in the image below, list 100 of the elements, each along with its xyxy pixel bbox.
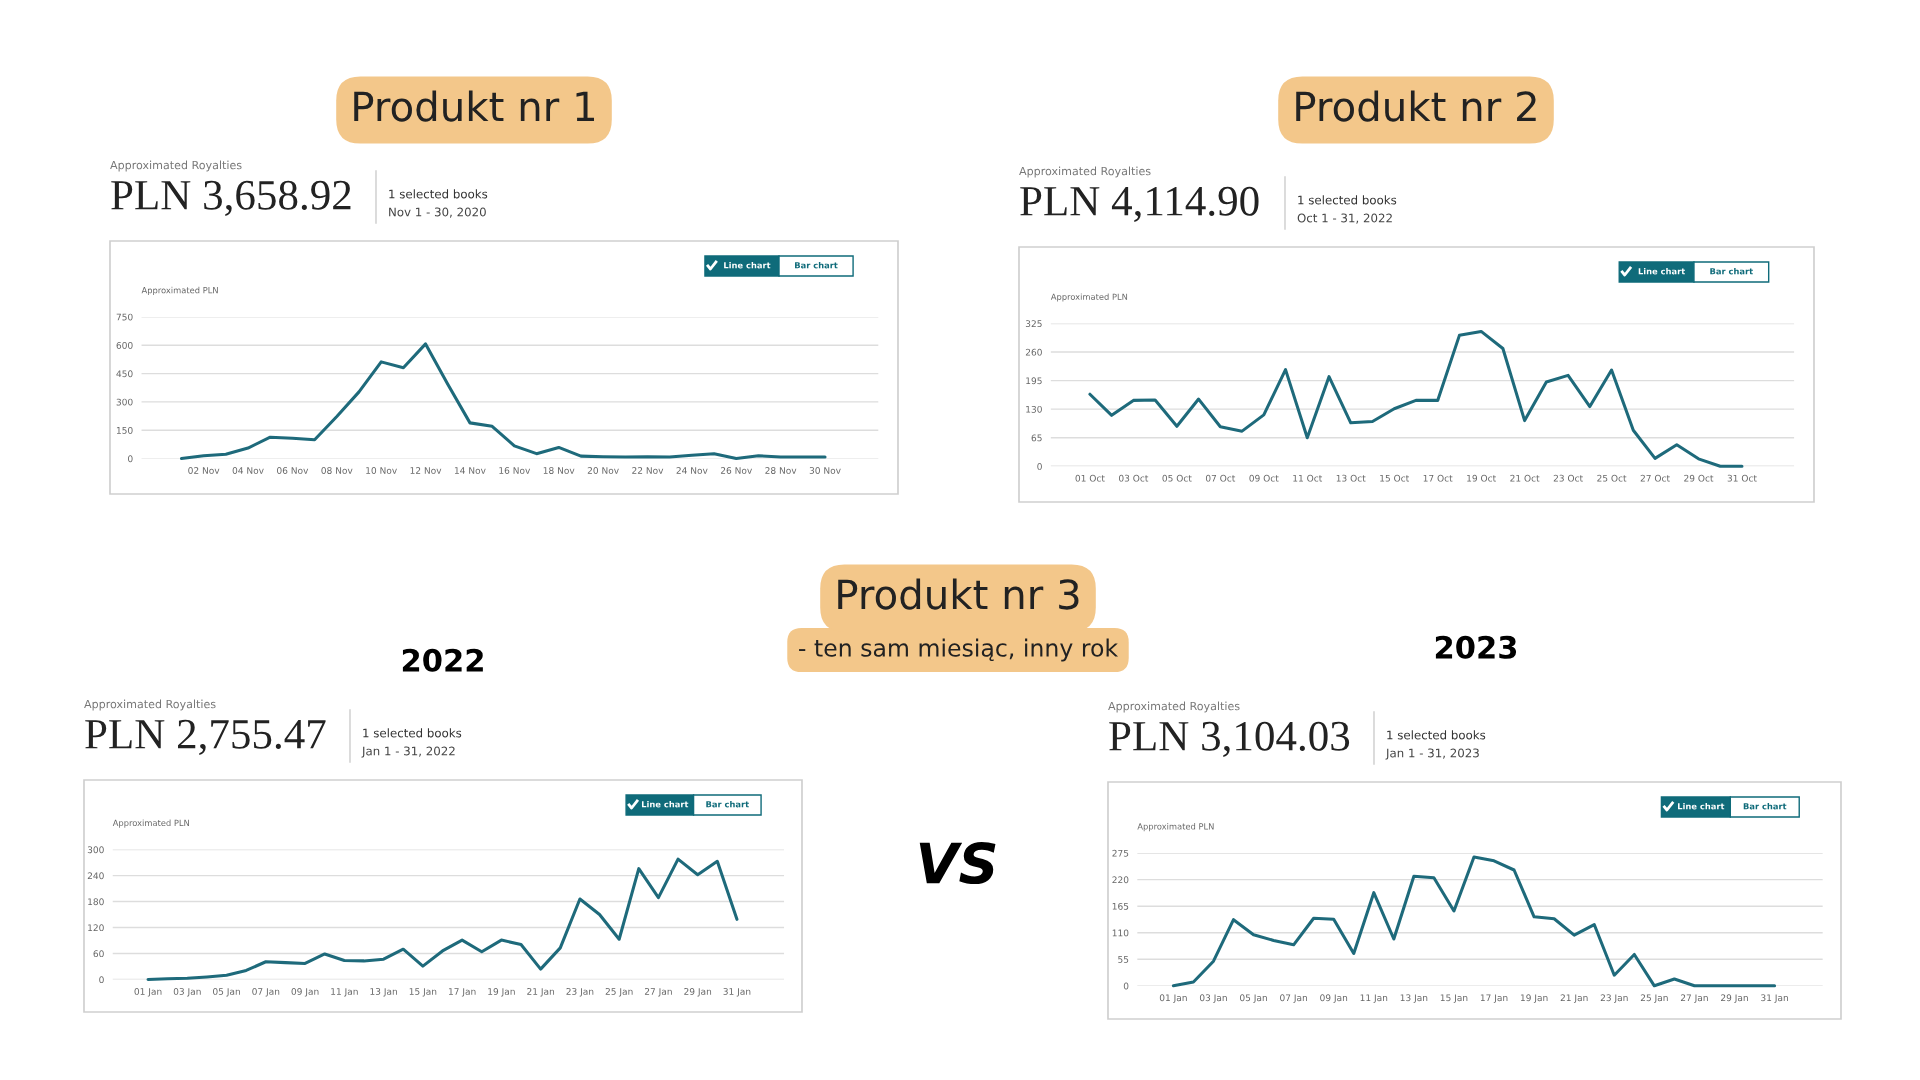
text: Bar chart <box>795 261 838 269</box>
x-tick-label: 18 Nov <box>543 467 575 474</box>
x-tick-label: 02 Nov <box>188 467 220 474</box>
x-tick-label: 28 Nov <box>765 467 797 474</box>
text: Approximated Royalties <box>84 699 216 711</box>
line-series <box>146 857 739 982</box>
y-tick-label: 150 <box>116 426 133 434</box>
y-tick-label: 0 <box>1037 463 1042 470</box>
y-tick-label: 750 <box>116 313 133 321</box>
y-tick-label: 195 <box>1026 377 1042 385</box>
y-tick-label: 240 <box>87 872 104 880</box>
text: Approximated Royalties <box>110 160 242 172</box>
text: 1 selected books <box>1298 195 1397 205</box>
text: PLN 2,755.47 <box>85 719 326 755</box>
x-tick-label: 21 Jan <box>1560 994 1588 1003</box>
text: 1 selected books <box>389 189 488 199</box>
text: 2022 <box>402 648 483 672</box>
x-tick-label: 11 Oct <box>1293 474 1323 482</box>
x-tick-label: 07 Jan <box>252 988 280 997</box>
x-tick-label: 24 Nov <box>676 467 708 474</box>
x-tick-label: 01 Jan <box>134 988 162 997</box>
y-axis-title: Approximated PLN <box>1137 823 1214 832</box>
x-tick-label: 10 Nov <box>366 467 397 474</box>
y-tick-label: 110 <box>1112 929 1129 937</box>
x-tick-label: 05 Oct <box>1162 474 1192 482</box>
text: PLN 3,104.03 <box>1109 721 1350 757</box>
chart-title: Produkt nr 1 <box>354 90 594 122</box>
x-tick-label: 15 Jan <box>1440 994 1468 1003</box>
text: Nov 1 - 30, 2020 <box>389 207 486 218</box>
x-tick-label: 25 Oct <box>1597 474 1627 482</box>
text: Line chart <box>641 800 689 808</box>
x-tick-label: 03 Jan <box>173 988 201 997</box>
x-tick-label: 14 Nov <box>454 467 486 474</box>
text: Line chart <box>1678 802 1725 810</box>
x-tick-label: 07 Oct <box>1205 474 1236 482</box>
y-tick-label: 55 <box>1118 956 1129 963</box>
x-tick-label: 12 Nov <box>410 467 442 474</box>
text: Jan 1 - 31, 2023 <box>1385 748 1479 760</box>
x-tick-label: 15 Jan <box>409 988 437 997</box>
x-tick-label: 03 Jan <box>1199 994 1227 1003</box>
y-axis-title: Approximated PLN <box>1050 293 1128 302</box>
x-tick-label: 15 Oct <box>1380 474 1409 482</box>
text: Bar chart <box>1710 267 1753 275</box>
y-tick-label: 275 <box>1112 849 1129 857</box>
x-tick-label: 11 Jan <box>331 988 358 997</box>
line-series <box>179 342 827 461</box>
x-tick-label: 25 Jan <box>605 988 633 997</box>
x-tick-label: 11 Jan <box>1360 994 1388 1003</box>
x-tick-label: 17 Oct <box>1423 474 1453 482</box>
text: Oct 1 - 31, 2022 <box>1297 213 1392 224</box>
x-tick-label: 26 Nov <box>720 467 752 474</box>
text: Line chart <box>1638 267 1686 275</box>
x-tick-label: 17 Jan <box>448 988 476 997</box>
chart-title: Produkt nr 2 <box>1296 90 1536 122</box>
y-axis-title: Approximated PLN <box>112 819 189 828</box>
x-tick-label: 23 Jan <box>1600 994 1628 1003</box>
text: PLN 4,114.90 <box>1020 186 1259 222</box>
x-tick-label: 31 Jan <box>723 988 751 997</box>
y-tick-label: 300 <box>116 398 133 406</box>
y-tick-label: 300 <box>87 846 104 854</box>
x-tick-label: 23 Oct <box>1553 474 1583 482</box>
x-tick-label: 21 Jan <box>527 988 555 997</box>
x-tick-label: 13 Jan <box>1400 994 1428 1003</box>
x-tick-label: 22 Nov <box>632 467 664 474</box>
text: Bar chart <box>706 800 749 808</box>
y-tick-label: 260 <box>1025 348 1042 356</box>
y-tick-label: 325 <box>1025 320 1042 328</box>
x-tick-label: 19 Oct <box>1467 474 1496 482</box>
x-tick-label: 29 Jan <box>1721 994 1748 1003</box>
y-tick-label: 450 <box>116 370 133 378</box>
y-tick-label: 0 <box>128 455 133 463</box>
x-tick-label: 08 Nov <box>321 467 353 474</box>
text: Line chart <box>724 261 771 269</box>
x-tick-label: 16 Nov <box>499 467 531 474</box>
x-tick-label: 21 Oct <box>1510 474 1540 482</box>
x-tick-label: 01 Jan <box>1159 994 1187 1003</box>
line-series <box>1171 855 1777 988</box>
x-tick-label: 31 Oct <box>1727 474 1757 482</box>
x-tick-label: 27 Jan <box>1680 994 1708 1003</box>
x-tick-label: 19 Jan <box>1520 994 1548 1003</box>
x-tick-label: 31 Jan <box>1761 994 1788 1003</box>
x-tick-label: 23 Jan <box>566 988 594 997</box>
x-tick-label: 04 Nov <box>232 467 264 474</box>
x-tick-label: 09 Jan <box>291 988 319 997</box>
x-tick-label: 27 Jan <box>644 988 672 997</box>
x-tick-label: 05 Jan <box>1240 994 1267 1003</box>
text: 2023 <box>1435 635 1517 659</box>
x-tick-label: 01 Oct <box>1075 474 1105 482</box>
y-tick-label: 600 <box>116 341 133 349</box>
line-series <box>1088 329 1744 468</box>
x-tick-label: 19 Jan <box>488 988 515 997</box>
x-tick-label: 06 Nov <box>277 467 309 474</box>
y-tick-label: 120 <box>88 924 104 932</box>
y-tick-label: 0 <box>99 976 104 984</box>
x-tick-label: 05 Jan <box>213 988 240 997</box>
x-tick-label: 29 Jan <box>684 988 712 997</box>
text: Jan 1 - 31, 2022 <box>361 746 455 758</box>
x-tick-label: 13 Oct <box>1336 474 1366 482</box>
x-tick-label: 17 Jan <box>1480 994 1508 1003</box>
x-tick-label: 30 Nov <box>809 467 841 474</box>
